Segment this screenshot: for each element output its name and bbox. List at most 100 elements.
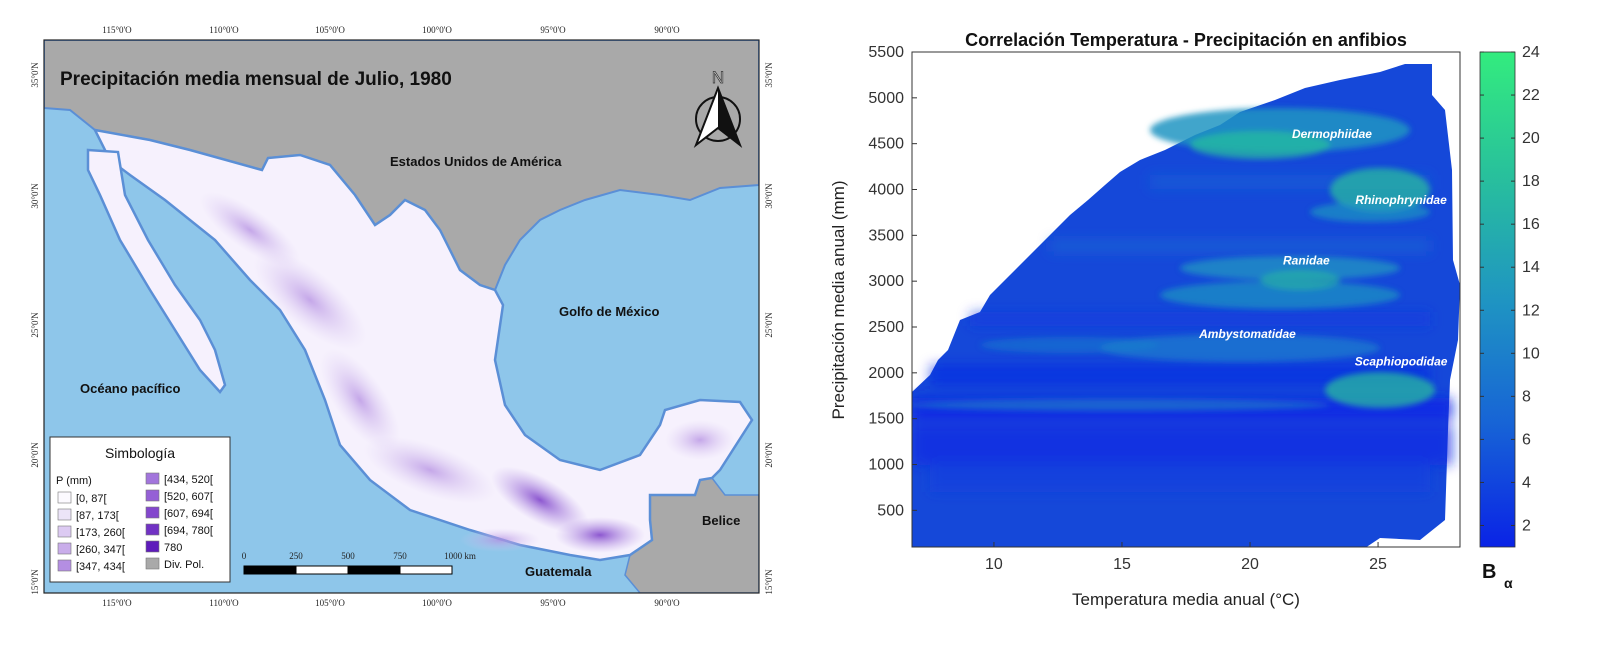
x-tick-label: 20: [1241, 556, 1259, 573]
precipitation-map: 115°0'O 110°0'O 105°0'O 100°0'O 95°0'O 9…: [30, 25, 774, 608]
family-annotations: Dermophiidae Rhinophrynidae Ranidae Ambysto…: [1198, 127, 1448, 368]
legend-swatch: [57, 491, 72, 504]
y-tick-label: 4500: [868, 136, 904, 153]
scale-bar: 0 250 500 750 1000 km: [242, 551, 476, 575]
legend-item-label: Div. Pol.: [164, 559, 204, 571]
north-label: N: [712, 68, 724, 87]
svg-text:0: 0: [242, 551, 247, 561]
colorbar-label: B: [1482, 561, 1496, 583]
legend-swatch: [57, 542, 72, 555]
correlation-chart-panel: Correlación Temperatura - Precipitación …: [820, 0, 1614, 641]
lon-tick-top: 105°0'O: [315, 25, 345, 35]
colorbar-tick-label: 4: [1522, 474, 1531, 491]
lat-tick-left: 15°0'N: [30, 569, 40, 595]
lon-tick-top: 110°0'O: [209, 25, 239, 35]
legend-swatch: [145, 506, 160, 519]
colorbar-tick-label: 12: [1522, 302, 1540, 319]
map-frame: [43, 39, 760, 594]
lon-tick-bottom: 95°0'O: [540, 598, 566, 608]
legend-item-label: [173, 260[: [76, 527, 125, 539]
lat-tick-right: 15°0'N: [764, 569, 774, 595]
lon-tick-bottom: 90°0'O: [654, 598, 680, 608]
legend-item-label: [694, 780[: [164, 525, 213, 537]
x-tick-label: 25: [1369, 556, 1387, 573]
north-arrow-icon: N: [693, 68, 743, 148]
map-title: Precipitación media mensual de Julio, 19…: [60, 69, 452, 90]
y-axis-label: Precipitación media anual (mm): [829, 180, 848, 419]
lon-tick-top: 90°0'O: [654, 25, 680, 35]
y-tick-label: 500: [877, 502, 904, 519]
colorbar-tick-label: 20: [1522, 130, 1540, 147]
label-pacific: Océano pacífico: [80, 381, 180, 396]
y-tick-label: 3000: [868, 273, 904, 290]
colorbar-tick-label: 2: [1522, 517, 1531, 534]
lon-tick-bottom: 105°0'O: [315, 598, 345, 608]
family-annotation: Dermophiidae: [1292, 127, 1372, 141]
svg-text:1000 km: 1000 km: [444, 551, 476, 561]
precipitation-shading: [199, 191, 735, 553]
label-usa: Estados Unidos de América: [390, 154, 562, 169]
heatmap-hotspots: [912, 108, 1435, 411]
legend-item-label: [87, 173[: [76, 510, 119, 522]
svg-text:500: 500: [341, 551, 355, 561]
label-belize: Belice: [702, 513, 740, 528]
label-guatemala: Guatemala: [525, 564, 592, 579]
lon-tick-top: 100°0'O: [422, 25, 452, 35]
legend-unit: P (mm): [56, 475, 92, 487]
legend-item-label: [520, 607[: [164, 491, 213, 503]
y-tick-label: 2500: [868, 319, 904, 336]
heatmap-surface: [912, 64, 1460, 547]
x-axis-ticks: 10 15 20 25: [985, 542, 1387, 573]
legend-swatch: [145, 557, 160, 570]
colorbar-label-sub: α: [1504, 575, 1513, 591]
y-tick-label: 5500: [868, 44, 904, 61]
label-gulf: Golfo de México: [559, 304, 659, 319]
svg-text:250: 250: [289, 551, 303, 561]
legend-item-label: [434, 520[: [164, 474, 213, 486]
family-annotation: Ambystomatidae: [1198, 327, 1296, 341]
legend-title: Simbología: [105, 445, 175, 461]
colorbar-tick-label: 6: [1522, 431, 1531, 448]
y-tick-label: 4000: [868, 182, 904, 199]
legend-swatch: [145, 540, 160, 553]
legend-item-label: [607, 694[: [164, 508, 213, 520]
y-tick-label: 1000: [868, 457, 904, 474]
y-tick-label: 2000: [868, 365, 904, 382]
svg-text:750: 750: [393, 551, 407, 561]
family-annotation: Rhinophrynidae: [1355, 193, 1447, 207]
colorbar-tick-label: 18: [1522, 173, 1540, 190]
family-annotation: Ranidae: [1283, 254, 1330, 268]
legend-item-label: [0, 87[: [76, 493, 107, 505]
lat-tick-left: 35°0'N: [30, 62, 40, 88]
y-axis-ticks: 500 1000 1500 2000 2500 3000 3500 4000 4500 5000 5…: [868, 44, 917, 519]
lat-tick-left: 20°0'N: [30, 442, 40, 468]
map-legend: Simbología P (mm) [0, 87[ [87, 173[ [173, …: [49, 436, 231, 583]
y-tick-label: 3500: [868, 227, 904, 244]
baja-california-landmass: [86, 148, 227, 394]
y-tick-label: 1500: [868, 411, 904, 428]
colorbar-tick-label: 14: [1522, 259, 1540, 276]
lon-tick-bottom: 115°0'O: [102, 598, 132, 608]
legend-item-label: 780: [164, 542, 182, 554]
lon-tick-top: 95°0'O: [540, 25, 566, 35]
legend-swatch: [145, 523, 160, 536]
lon-tick-bottom: 100°0'O: [422, 598, 452, 608]
lon-tick-bottom: 110°0'O: [209, 598, 239, 608]
legend-item-label: [260, 347[: [76, 544, 125, 556]
x-axis-label: Temperatura media anual (°C): [1072, 590, 1300, 609]
longitude-ticks: 115°0'O 110°0'O 105°0'O 100°0'O 95°0'O 9…: [102, 25, 680, 608]
lon-tick-top: 115°0'O: [102, 25, 132, 35]
y-tick-label: 5000: [868, 90, 904, 107]
legend-swatch: [145, 489, 160, 502]
lat-tick-left: 25°0'N: [30, 312, 40, 338]
correlation-heatmap-chart: Correlación Temperatura - Precipitación …: [829, 30, 1540, 609]
legend-swatch: [57, 559, 72, 572]
legend-swatch: [145, 472, 160, 485]
precipitation-map-panel: 115°0'O 110°0'O 105°0'O 100°0'O 95°0'O 9…: [0, 0, 790, 641]
colorbar-tick-label: 10: [1522, 345, 1540, 362]
plot-frame: [911, 51, 1461, 548]
chart-title: Correlación Temperatura - Precipitación …: [965, 30, 1407, 50]
colorbar-tick-label: 24: [1522, 44, 1540, 61]
family-annotation: Scaphiopodidae: [1355, 355, 1448, 369]
